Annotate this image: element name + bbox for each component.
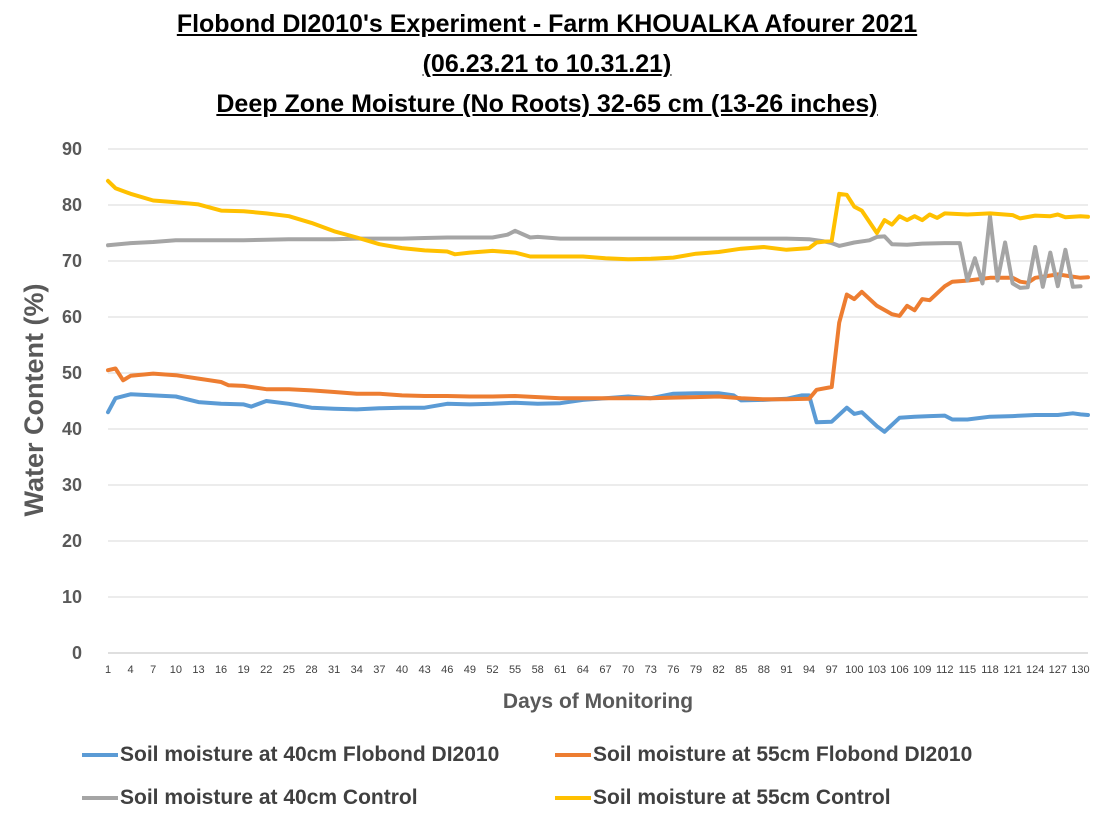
x-tick-label: 4 [128,664,134,676]
legend-label: Soil moisture at 40cm Control [120,786,418,809]
legend-item-55cm-control: Soil moisture at 55cm Control [555,786,891,810]
series-line-3 [106,214,1083,290]
series-line-1 [106,391,1090,434]
x-axis-label: Days of Monitoring [503,690,693,713]
x-tick-label: 100 [845,664,863,676]
series-line-4 [106,178,1090,262]
legend-swatch [555,796,591,801]
y-axis-label: Water Content (%) [19,284,49,517]
x-axis-ticks: 1 4 7 10 13 16 19 22 25 28 31 34 37 40 43 46 49 52 55 58 61 6… [105,664,1090,676]
chart-title-line-2: (06.23.21 to 10.31.21) [422,50,672,78]
x-tick-label: 25 [283,664,295,676]
x-tick-label: 19 [238,664,250,676]
legend-swatch [555,753,591,758]
x-tick-label: 55 [509,664,521,676]
x-tick-label: 28 [305,664,317,676]
x-tick-label: 106 [890,664,908,676]
legend-label: Soil moisture at 40cm Flobond DI2010 [120,743,500,766]
x-tick-label: 10 [170,664,182,676]
x-tick-label: 13 [192,664,204,676]
x-tick-label: 103 [868,664,886,676]
legend-swatch [82,796,118,801]
y-tick-label: 80 [62,195,82,215]
y-tick-label: 20 [62,531,82,551]
x-tick-label: 46 [441,664,453,676]
series-line-2 [106,272,1090,402]
x-tick-label: 82 [712,664,724,676]
x-tick-label: 79 [690,664,702,676]
x-tick-label: 40 [396,664,408,676]
x-tick-label: 88 [758,664,770,676]
legend-label: Soil moisture at 55cm Flobond DI2010 [593,743,973,766]
x-tick-label: 115 [959,664,977,676]
y-tick-label: 70 [62,251,82,271]
x-tick-label: 16 [215,664,227,676]
y-tick-label: 10 [62,587,82,607]
legend-label: Soil moisture at 55cm Control [593,786,891,809]
x-tick-label: 91 [780,664,792,676]
legend-item-40cm-flobond: Soil moisture at 40cm Flobond DI2010 [82,743,499,767]
x-tick-label: 34 [351,664,363,676]
x-tick-label: 7 [150,664,156,676]
x-tick-label: 112 [936,664,954,676]
x-tick-label: 49 [464,664,476,676]
legend-swatch [82,753,118,758]
x-tick-label: 31 [328,664,340,676]
legend-item-55cm-flobond: Soil moisture at 55cm Flobond DI2010 [555,743,972,767]
chart-title-line-3: Deep Zone Moisture (No Roots) 32-65 cm (… [216,90,878,118]
y-tick-label: 0 [72,643,82,663]
x-tick-label: 58 [532,664,544,676]
x-tick-label: 97 [826,664,838,676]
x-tick-label: 73 [645,664,657,676]
x-tick-label: 121 [1003,664,1021,676]
y-tick-label: 30 [62,475,82,495]
x-tick-label: 22 [260,664,272,676]
x-tick-label: 43 [418,664,430,676]
x-tick-label: 64 [577,664,589,676]
y-tick-label: 60 [62,307,82,327]
x-tick-label: 118 [981,664,999,676]
x-tick-label: 70 [622,664,634,676]
x-tick-label: 52 [486,664,498,676]
x-tick-label: 127 [1049,664,1067,676]
x-tick-label: 76 [667,664,679,676]
x-tick-label: 109 [913,664,931,676]
x-tick-label: 61 [554,664,566,676]
gridlines [108,148,1088,654]
y-tick-label: 90 [62,139,82,159]
x-tick-label: 85 [735,664,747,676]
x-tick-label: 1 [105,664,111,676]
series-lines [106,178,1090,434]
x-tick-label: 37 [373,664,385,676]
y-tick-label: 50 [62,363,82,383]
legend-item-40cm-control: Soil moisture at 40cm Control [82,786,418,810]
x-tick-label: 94 [803,664,815,676]
y-tick-label: 40 [62,419,82,439]
y-axis-ticks: 0 10 20 30 40 50 60 70 80 90 [62,139,82,663]
x-tick-label: 124 [1026,664,1044,676]
chart-title-line-1: Flobond DI2010's Experiment - Farm KHOUA… [176,10,918,38]
x-tick-label: 67 [599,664,611,676]
x-tick-label: 130 [1071,664,1089,676]
